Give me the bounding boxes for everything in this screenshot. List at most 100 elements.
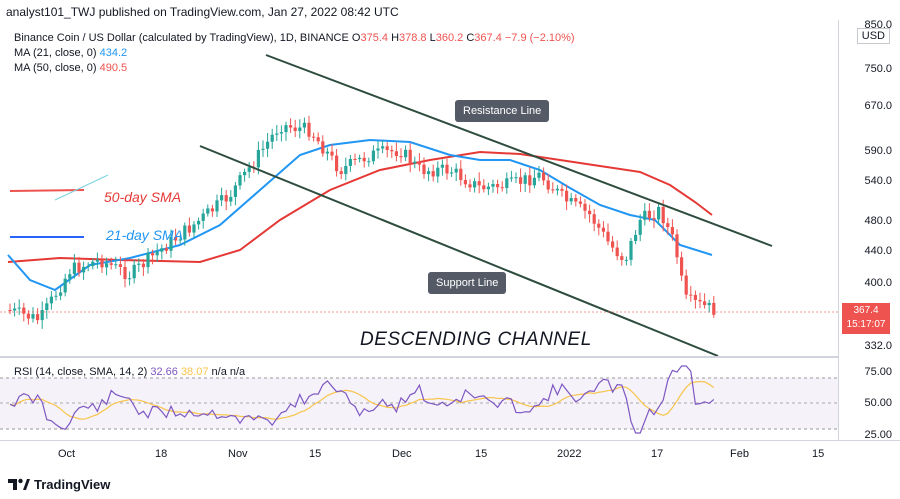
candle-body (31, 314, 35, 319)
candle-body (86, 266, 90, 268)
time-axis-label: Oct (58, 448, 76, 460)
rsi-pane[interactable] (0, 358, 838, 438)
tradingview-logo-icon[interactable] (8, 477, 30, 491)
candle-body (82, 266, 86, 273)
candle-body (238, 175, 242, 186)
time-axis-label: Dec (392, 448, 412, 460)
candle-body (712, 302, 716, 315)
candle-body (164, 248, 168, 251)
candle-body (270, 134, 274, 142)
candle-body (500, 187, 504, 189)
candle-body (348, 158, 352, 166)
sma21-annotation: 21-day SMA (106, 227, 184, 243)
candle-body (220, 195, 224, 201)
candle-body (201, 213, 205, 221)
candle-body (247, 167, 251, 172)
candle-body (128, 278, 132, 280)
candle-body (546, 180, 550, 190)
candle-body (482, 185, 486, 190)
candle-body (555, 188, 559, 191)
candle-body (206, 208, 210, 214)
candle-body (316, 137, 320, 142)
candle-body (224, 195, 228, 202)
candle-body (91, 261, 95, 267)
candle-body (468, 184, 472, 188)
candle-body (574, 197, 578, 202)
candle-body (275, 133, 279, 135)
candle-body (413, 161, 417, 164)
candle-body (54, 295, 58, 297)
currency-badge[interactable]: USD (856, 28, 890, 44)
candle-body (463, 180, 467, 185)
candle-body (675, 234, 679, 258)
candle-body (358, 157, 362, 160)
candle-body (339, 171, 343, 175)
candle-body (666, 223, 670, 227)
candle-body (606, 231, 610, 242)
candle-body (215, 200, 219, 212)
footer-brand[interactable]: TradingView (34, 477, 111, 492)
candle-body (118, 264, 122, 267)
candle-body (532, 177, 536, 186)
candle-body (109, 263, 113, 265)
rsi-value: 32.66 (150, 366, 178, 378)
candle-body (477, 181, 481, 186)
candle-body (537, 172, 541, 178)
candle-body (509, 177, 513, 179)
candle-body (289, 125, 293, 128)
candle-body (59, 292, 63, 296)
close-value: 367.4 (474, 32, 502, 44)
candle-body (703, 301, 707, 306)
last-price: 367.4 (853, 305, 879, 316)
candle-body (100, 259, 104, 268)
sma50-marker-line (9, 189, 85, 192)
symbol-legend[interactable]: Binance Coin / US Dollar (calculated by … (14, 32, 575, 44)
candle-body (197, 220, 201, 225)
candle-body (611, 241, 615, 248)
candle-body (40, 310, 44, 321)
price-axis-label: 850.0 (864, 19, 892, 31)
candle-body (330, 151, 334, 156)
candle-body (298, 127, 302, 132)
candle-body (17, 307, 21, 309)
candle-body (261, 148, 265, 150)
candle-body (266, 141, 270, 149)
candle-body (229, 196, 233, 202)
price-chart[interactable] (0, 20, 838, 357)
candle-body (624, 259, 628, 261)
rsi-axis-label: 75.00 (864, 366, 892, 378)
candle-body (657, 206, 661, 220)
candle-body (22, 307, 26, 314)
rsi-legend[interactable]: RSI (14, close, SMA, 14, 2) 32.66 38.07 … (14, 366, 245, 378)
candle-body (390, 149, 394, 152)
candle-body (445, 164, 449, 174)
candle-body (601, 227, 605, 232)
candle-body (615, 247, 619, 257)
candle-body (321, 141, 325, 154)
price-axis-label: 540.0 (864, 175, 892, 187)
candle-body (49, 296, 53, 304)
candle-body (302, 122, 306, 128)
time-axis-label: 15 (475, 448, 488, 460)
candle-body (698, 299, 702, 302)
candle-body (77, 262, 81, 273)
ma50-legend[interactable]: MA (50, close, 0) 490.5 (14, 62, 127, 74)
candle-body (256, 149, 260, 168)
ma21-value: 434.2 (99, 47, 128, 59)
price-axis-label: 750.0 (864, 63, 892, 75)
candle-body (394, 151, 398, 157)
candle-body (362, 157, 366, 162)
candle-body (404, 149, 408, 158)
rsi-ma-line (9, 380, 715, 420)
pane-separator[interactable] (0, 356, 838, 358)
candle-body (155, 251, 159, 256)
candle-body (519, 177, 523, 184)
candle-body (399, 156, 403, 158)
candle-body (588, 210, 592, 215)
ma21-legend[interactable]: MA (21, close, 0) 434.2 (14, 47, 127, 59)
change-value: −7.9 (−2.10%) (504, 32, 575, 44)
candle-body (146, 253, 150, 268)
price-axis-label: 332.0 (864, 340, 892, 352)
open-value: 375.4 (360, 32, 388, 44)
candle-body (26, 313, 30, 319)
